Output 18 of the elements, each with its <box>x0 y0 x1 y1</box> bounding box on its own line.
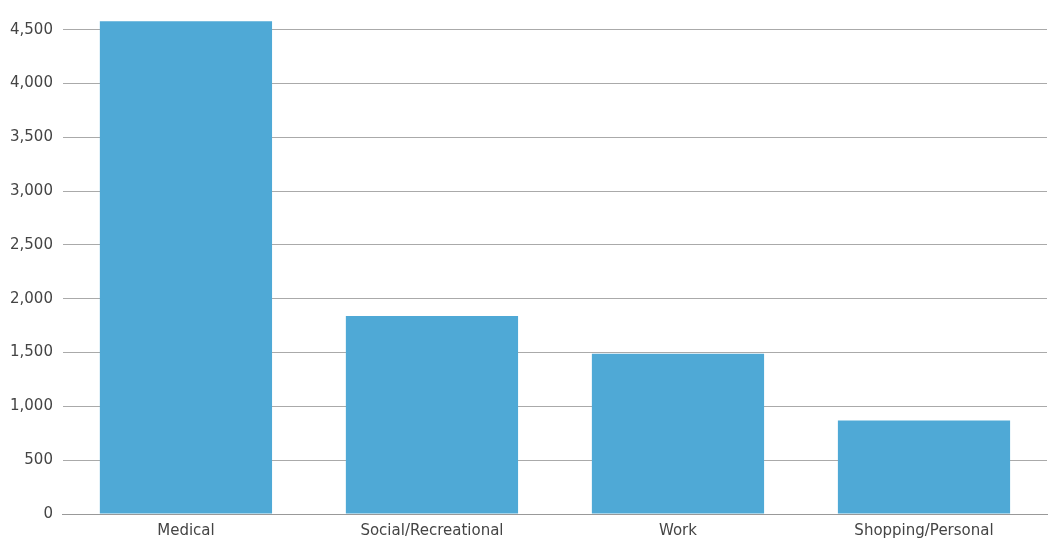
x-tick-label: Social/Recreational <box>360 520 504 539</box>
x-tick-label: Medical <box>157 520 215 539</box>
y-tick-label: 4,000 <box>9 73 53 92</box>
bar <box>591 353 765 514</box>
y-tick-label: 1,000 <box>9 396 53 415</box>
y-tick-label: 1,500 <box>9 342 53 361</box>
bar <box>837 420 1011 514</box>
x-tick-label: Shopping/Personal <box>854 520 994 539</box>
x-tick-label: Work <box>658 520 698 539</box>
y-tick-label: 0 <box>43 503 53 522</box>
bar <box>99 21 273 514</box>
bar <box>345 316 519 514</box>
y-tick-label: 3,000 <box>9 181 53 200</box>
y-tick-label: 3,500 <box>9 127 53 146</box>
y-tick-label: 500 <box>24 450 53 469</box>
y-tick-label: 4,500 <box>9 19 53 38</box>
y-tick-label: 2,000 <box>9 288 53 307</box>
y-tick-label: 2,500 <box>9 234 53 253</box>
